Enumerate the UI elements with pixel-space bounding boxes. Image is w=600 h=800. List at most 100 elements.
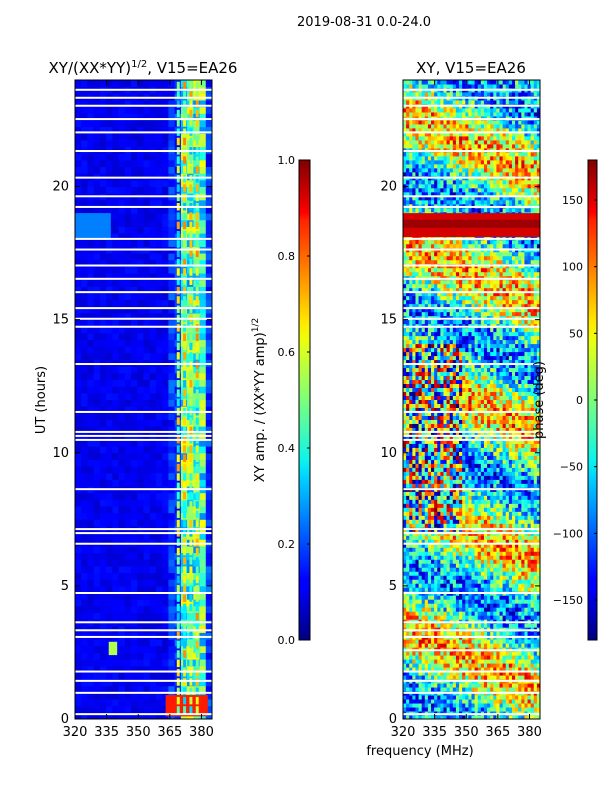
heatmap-cell [493, 583, 497, 588]
heatmap-streak [176, 389, 180, 397]
heatmap-cell [118, 459, 126, 467]
heatmap-cell [168, 672, 176, 680]
heatmap-cell [87, 266, 95, 274]
heatmap-cell [87, 426, 95, 434]
heatmap-cell [446, 615, 451, 620]
heatmap-cell [112, 452, 120, 460]
heatmap-cell [449, 695, 454, 700]
heatmap-cell [508, 643, 513, 648]
heatmap-cell [81, 266, 88, 274]
heatmap-cell [149, 80, 157, 88]
heatmap-streak [176, 585, 180, 593]
heatmap-cell [477, 631, 482, 636]
heatmap-cell [455, 491, 460, 496]
heatmap-cell [490, 499, 494, 504]
heatmap-cell [530, 571, 535, 576]
heatmap-cell [75, 126, 82, 134]
heatmap-cell [493, 683, 497, 688]
heatmap-cell [75, 565, 82, 574]
heatmap-cell [487, 651, 491, 656]
heatmap-cell [443, 631, 448, 636]
heatmap-cell [424, 499, 429, 504]
heatmap-cell [421, 547, 426, 552]
heatmap-cell [418, 603, 423, 608]
heatmap-cell [465, 583, 469, 588]
heatmap-cell [106, 712, 113, 719]
heatmap-cell [205, 119, 212, 128]
heatmap-cell [474, 643, 479, 648]
heatmap-cell [93, 652, 101, 660]
heatmap-cell [496, 515, 501, 520]
heatmap-cell [465, 515, 469, 520]
heatmap-cell [465, 571, 469, 576]
heatmap-cell [131, 406, 138, 414]
heatmap-cell [443, 683, 448, 688]
heatmap-cell [99, 179, 107, 187]
heatmap-cell [508, 535, 513, 540]
heatmap-cell [483, 543, 488, 548]
heatmap-cell [418, 599, 423, 604]
heatmap-streak [189, 594, 193, 602]
heatmap-cell [533, 675, 538, 680]
heatmap-cell [403, 507, 407, 512]
heatmap-cell [118, 372, 126, 381]
heatmap-cell [505, 583, 510, 588]
heatmap-cell [496, 559, 501, 564]
y-tick-label: 5 [61, 579, 69, 594]
heatmap-cell [459, 599, 463, 604]
heatmap-cell [118, 599, 126, 607]
heatmap-cell [518, 567, 522, 572]
heatmap-cell [468, 615, 472, 620]
heatmap-cell [462, 671, 466, 676]
heatmap-cell [406, 539, 410, 544]
heatmap-cell [143, 532, 151, 540]
heatmap-cell [490, 575, 494, 580]
heatmap-cell [168, 126, 176, 134]
heatmap-cell [446, 583, 451, 588]
heatmap-streak [176, 240, 180, 248]
heatmap-cell [112, 213, 120, 221]
heatmap-cell [199, 332, 207, 341]
heatmap-cell [502, 563, 507, 568]
heatmap-cell [434, 579, 438, 584]
heatmap-cell [449, 499, 454, 504]
heatmap-cell [446, 551, 451, 556]
heatmap-cell [530, 659, 535, 664]
heatmap-cell [93, 579, 101, 587]
heatmap-cell [75, 665, 82, 673]
heatmap-cell [508, 499, 513, 504]
heatmap-cell [75, 286, 82, 294]
x-tick-label: 350 [126, 725, 151, 740]
heatmap-cell [477, 683, 482, 688]
heatmap-cell [205, 286, 212, 294]
heatmap-cell [99, 166, 107, 174]
heatmap-cell [112, 253, 120, 261]
heatmap-cell [112, 492, 120, 500]
heatmap-cell [427, 699, 432, 704]
heatmap-cell [106, 386, 113, 394]
heatmap-cell [406, 707, 410, 712]
heatmap-streak [176, 613, 180, 621]
heatmap-cell [462, 607, 466, 612]
heatmap-cell [205, 552, 212, 560]
heatmap-cell [409, 651, 413, 656]
heatmap-cell [490, 699, 494, 704]
heatmap-cell [452, 655, 457, 660]
heatmap-cell [530, 683, 535, 688]
heatmap-cell [521, 615, 525, 620]
heatmap-cell [131, 506, 138, 514]
heatmap-cell [462, 667, 466, 672]
heatmap-cell [162, 472, 169, 480]
heatmap-cell [521, 511, 525, 516]
heatmap-cell [427, 663, 432, 668]
heatmap-cell [143, 379, 151, 387]
heatmap-cell [493, 675, 497, 680]
heatmap-cell [427, 631, 432, 636]
heatmap-cell [515, 503, 519, 508]
heatmap-cell [424, 659, 429, 664]
heatmap-cell [131, 452, 138, 460]
heatmap-cell [118, 399, 126, 407]
heatmap-cell [403, 595, 407, 600]
heatmap-cell [468, 491, 472, 496]
heatmap-cell [93, 599, 101, 607]
